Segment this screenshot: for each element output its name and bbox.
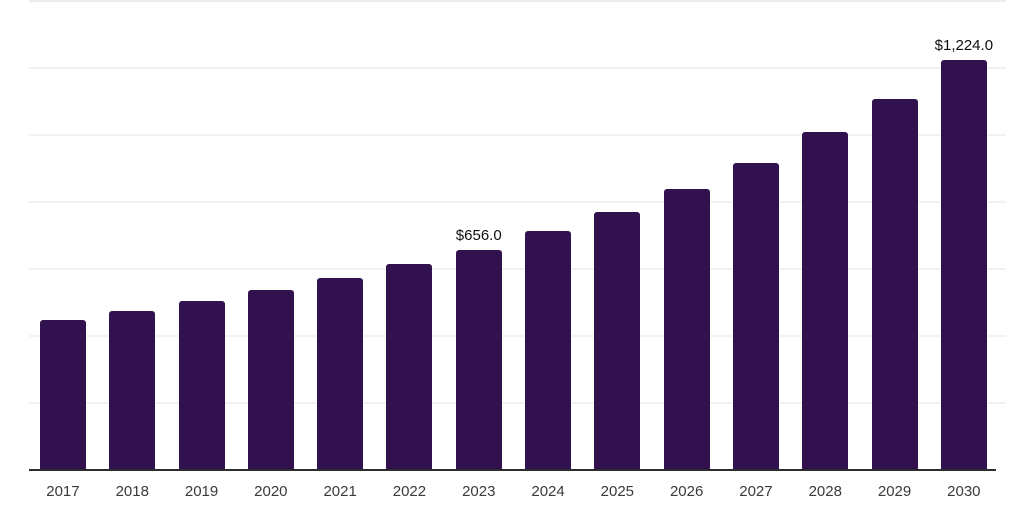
bar-2028 (802, 132, 849, 470)
x-axis-label-2028: 2028 (808, 483, 842, 500)
bar-2017 (39, 319, 86, 470)
gridline-1000 (29, 134, 1006, 136)
x-axis-label-2020: 2020 (254, 483, 288, 500)
x-axis-label-2019: 2019 (184, 483, 219, 500)
gridline-800 (29, 201, 1006, 203)
gridline-1200 (29, 67, 1006, 69)
bar-2029 (871, 98, 918, 470)
bar-2021 (317, 278, 364, 470)
x-axis-label-2025: 2025 (600, 483, 635, 500)
x-axis-label-2021: 2021 (323, 483, 357, 500)
gridline-400 (29, 335, 1006, 337)
gridline-1400 (29, 0, 1006, 2)
bar-2024 (525, 231, 572, 470)
x-axis-label-2029: 2029 (877, 483, 912, 500)
data-label-2023: $656.0 (455, 227, 502, 245)
bar-2022 (386, 263, 433, 470)
data-label-2030: $1,224.0 (934, 36, 994, 54)
bar-2026 (663, 188, 710, 470)
x-axis-label-2024: 2024 (531, 483, 565, 500)
bar-2027 (732, 163, 779, 470)
bar-2020 (247, 289, 294, 470)
x-axis-label-2018: 2018 (115, 483, 149, 500)
bar-2018 (109, 310, 156, 470)
gridline-200 (29, 402, 1006, 404)
x-axis-label-2022: 2022 (392, 483, 427, 500)
x-axis-label-2023: 2023 (462, 483, 496, 500)
x-axis-label-2027: 2027 (739, 483, 773, 500)
x-axis-line (29, 469, 996, 471)
bar-2025 (594, 211, 641, 470)
bar-2019 (178, 300, 225, 470)
bar-2023 (455, 250, 502, 470)
x-axis-label-2030: 2030 (947, 483, 981, 500)
gridline-600 (29, 268, 1006, 270)
x-axis-label-2026: 2026 (669, 483, 704, 500)
x-axis-label-2017: 2017 (46, 483, 80, 500)
bar-2030 (940, 59, 987, 470)
